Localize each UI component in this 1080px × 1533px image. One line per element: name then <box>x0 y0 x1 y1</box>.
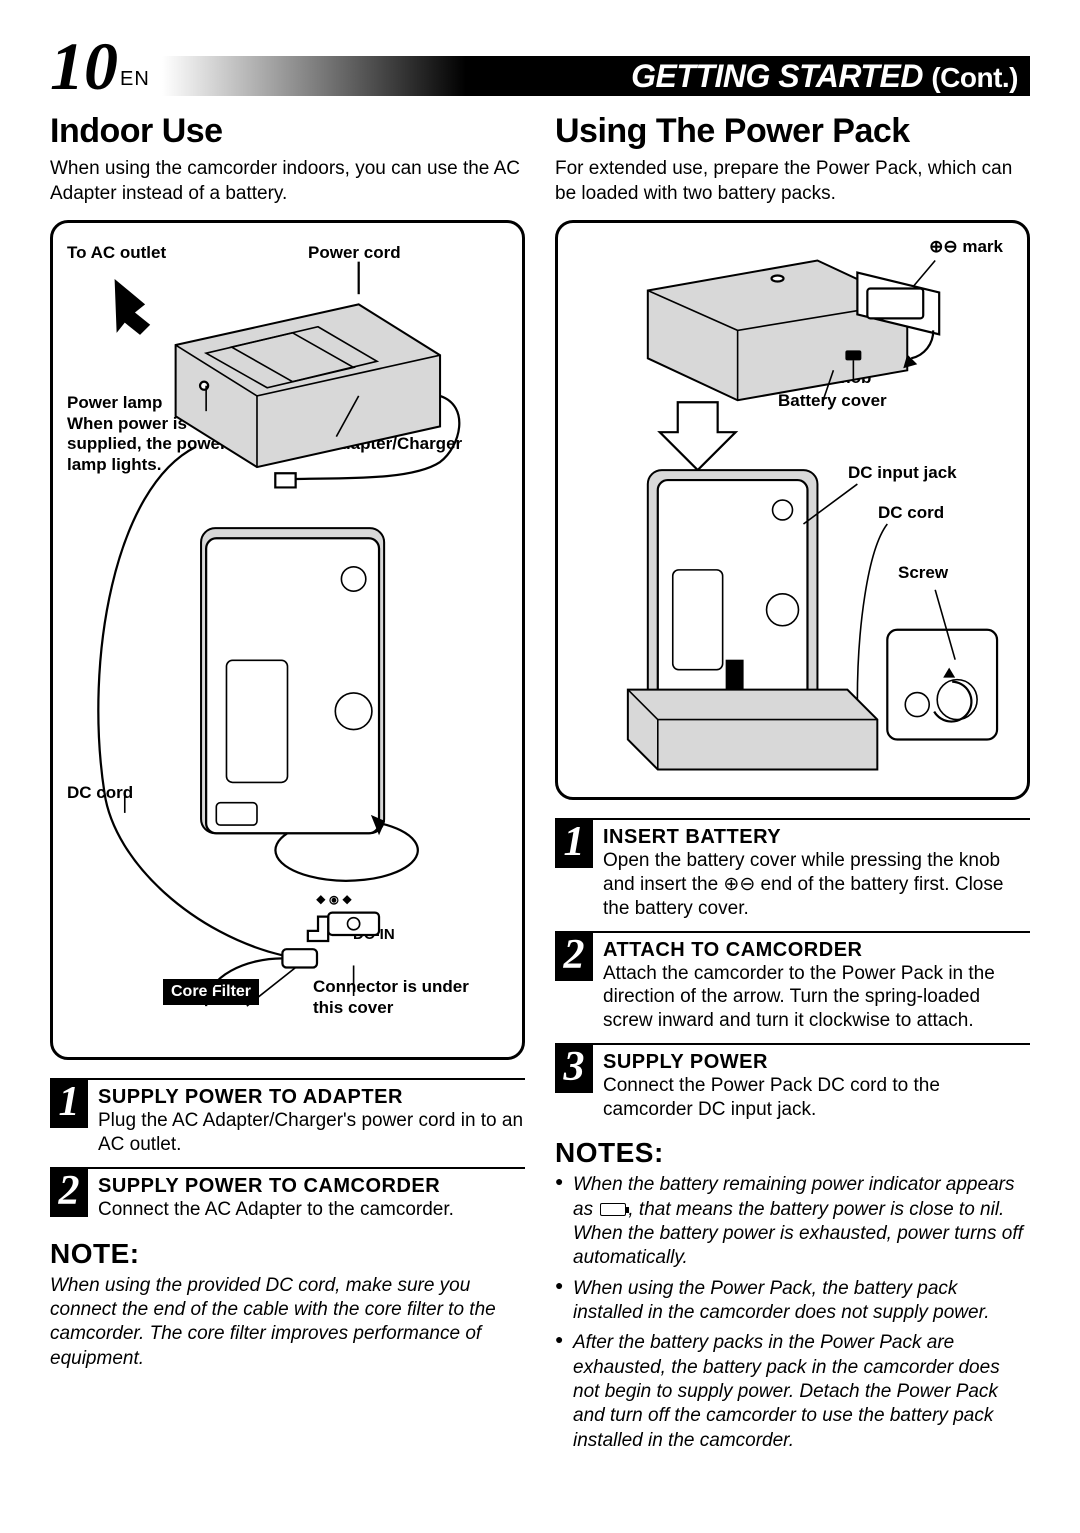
step-title: SUPPLY POWER TO ADAPTER <box>98 1086 525 1109</box>
step-number: 2 <box>50 1169 88 1217</box>
left-column: Indoor Use When using the camcorder indo… <box>50 108 525 1459</box>
step-text: Connect the Power Pack DC cord to the ca… <box>603 1074 1030 1122</box>
step-title: INSERT BATTERY <box>603 826 1030 849</box>
page-number: 10 <box>50 32 118 100</box>
left-intro: When using the camcorder indoors, you ca… <box>50 157 525 206</box>
svg-text:⯁ ⦿ ⯁: ⯁ ⦿ ⯁ <box>316 894 352 908</box>
left-note-heading: NOTE: <box>50 1238 525 1270</box>
right-notes-list: When the battery remaining power indicat… <box>555 1173 1030 1452</box>
content-columns: Indoor Use When using the camcorder indo… <box>50 108 1030 1459</box>
page-header: 10 EN GETTING STARTED (Cont.) <box>50 40 1030 100</box>
step-title: SUPPLY POWER <box>603 1051 1030 1074</box>
left-section-title: Indoor Use <box>50 112 525 151</box>
step-text: Connect the AC Adapter to the camcorder. <box>98 1198 525 1222</box>
right-step-1: 1 INSERT BATTERY Open the battery cover … <box>555 818 1030 920</box>
note1-b: , that means the battery power is close … <box>573 1199 1023 1269</box>
right-intro: For extended use, prepare the Power Pack… <box>555 157 1030 206</box>
right-diagram-svg <box>558 223 1027 797</box>
left-note-text: When using the provided DC cord, make su… <box>50 1274 525 1371</box>
left-step-2: 2 SUPPLY POWER TO CAMCORDER Connect the … <box>50 1167 525 1222</box>
right-column: Using The Power Pack For extended use, p… <box>555 108 1030 1459</box>
right-diagram: ⊕⊖ mark Knob Battery cover DC input jack… <box>555 220 1030 800</box>
header-bar-text: GETTING STARTED (Cont.) <box>631 58 1018 95</box>
battery-empty-icon <box>600 1203 626 1216</box>
step-body: INSERT BATTERY Open the battery cover wh… <box>603 826 1030 920</box>
step-number: 1 <box>50 1080 88 1128</box>
step-body: ATTACH TO CAMCORDER Attach the camcorder… <box>603 939 1030 1033</box>
step-number: 3 <box>555 1045 593 1093</box>
step-body: SUPPLY POWER TO ADAPTER Plug the AC Adap… <box>98 1086 525 1157</box>
right-steps: 1 INSERT BATTERY Open the battery cover … <box>555 818 1030 1121</box>
step-number: 1 <box>555 820 593 868</box>
header-bar: GETTING STARTED (Cont.) <box>162 56 1030 96</box>
page-lang: EN <box>120 68 150 91</box>
step-body: SUPPLY POWER TO CAMCORDER Connect the AC… <box>98 1175 525 1222</box>
left-step-1: 1 SUPPLY POWER TO ADAPTER Plug the AC Ad… <box>50 1078 525 1157</box>
note-item: When the battery remaining power indicat… <box>555 1173 1030 1270</box>
note-item: When using the Power Pack, the battery p… <box>555 1277 1030 1326</box>
note-item: After the battery packs in the Power Pac… <box>555 1331 1030 1453</box>
left-steps: 1 SUPPLY POWER TO ADAPTER Plug the AC Ad… <box>50 1078 525 1221</box>
step-text: Attach the camcorder to the Power Pack i… <box>603 962 1030 1033</box>
page-number-box: 10 EN <box>50 32 150 100</box>
step-number: 2 <box>555 933 593 981</box>
header-bar-title: GETTING STARTED <box>631 58 923 94</box>
step-text: Plug the AC Adapter/Charger's power cord… <box>98 1109 525 1157</box>
right-section-title: Using The Power Pack <box>555 112 1030 151</box>
right-step-3: 3 SUPPLY POWER Connect the Power Pack DC… <box>555 1043 1030 1122</box>
left-diagram-svg: ⯁ ⦿ ⯁ <box>53 223 522 1057</box>
right-step-2: 2 ATTACH TO CAMCORDER Attach the camcord… <box>555 931 1030 1033</box>
step-body: SUPPLY POWER Connect the Power Pack DC c… <box>603 1051 1030 1122</box>
left-diagram: To AC outlet Power cord Power lamp When … <box>50 220 525 1060</box>
header-bar-cont: (Cont.) <box>931 62 1018 93</box>
step-text: Open the battery cover while pressing th… <box>603 849 1030 920</box>
plus-minus-icon: ⊕⊖ <box>723 873 755 897</box>
step-title: SUPPLY POWER TO CAMCORDER <box>98 1175 525 1198</box>
step-title: ATTACH TO CAMCORDER <box>603 939 1030 962</box>
right-notes-heading: NOTES: <box>555 1137 1030 1169</box>
